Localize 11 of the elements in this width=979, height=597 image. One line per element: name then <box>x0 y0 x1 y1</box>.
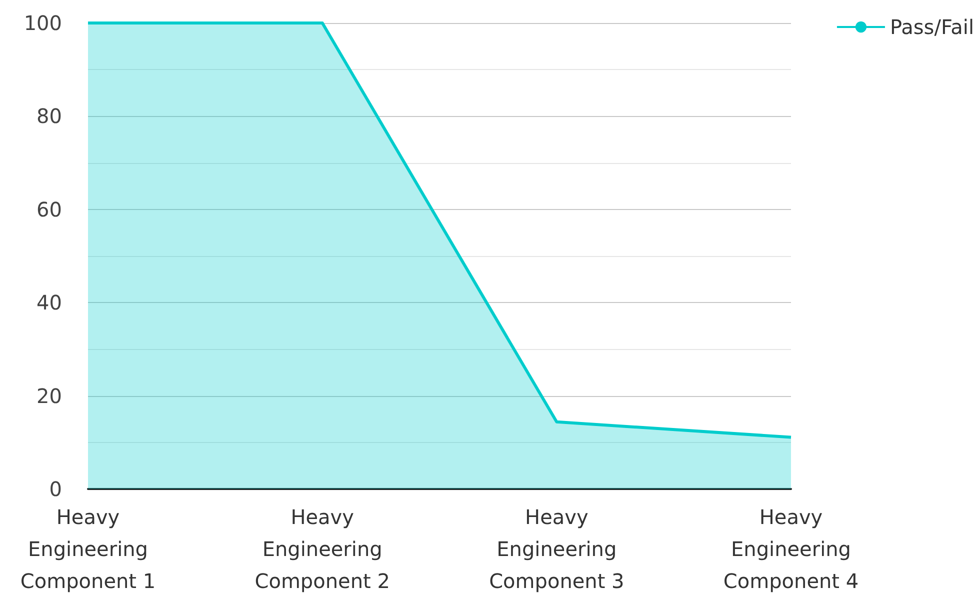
x-tick-label: Heavy Engineering Component 3 <box>489 505 624 593</box>
x-tick-label: Heavy Engineering Component 2 <box>254 505 390 593</box>
y-tick-label: 20 <box>36 384 62 408</box>
y-tick-label: 0 <box>49 477 62 501</box>
x-tick-label: Heavy Engineering Component 1 <box>20 505 156 593</box>
x-tick-label: Heavy Engineering Component 4 <box>723 505 859 593</box>
y-tick-label: 100 <box>24 11 62 35</box>
y-tick-label: 80 <box>36 104 62 128</box>
legend-label: Pass/Fail <box>890 15 974 39</box>
y-tick-label: 40 <box>36 290 62 315</box>
y-tick-label: 60 <box>36 197 62 222</box>
